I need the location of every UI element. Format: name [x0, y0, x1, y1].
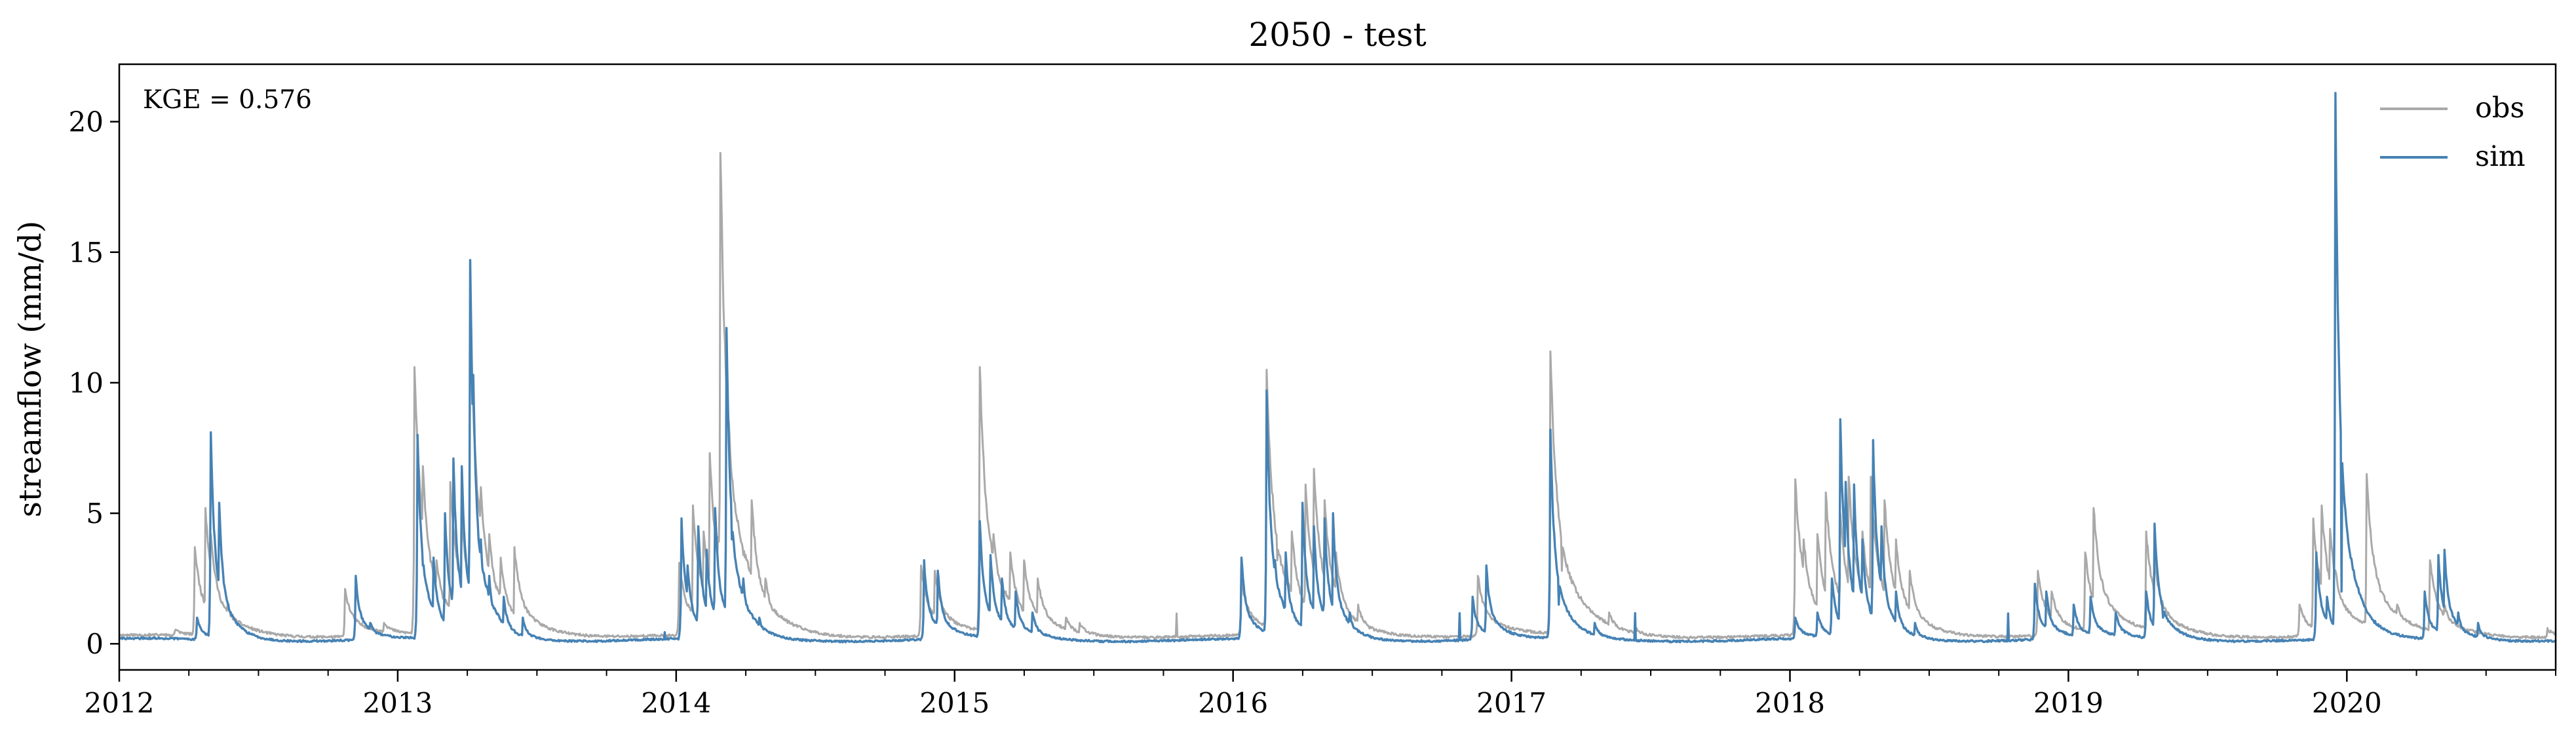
- y-tick-label: 20: [69, 106, 104, 138]
- plot-series: [118, 92, 2557, 644]
- y-tick-label: 10: [69, 367, 104, 399]
- x-tick-label: 2013: [362, 687, 433, 719]
- x-tick-label: 2012: [85, 687, 155, 719]
- series-line-sim: [118, 92, 2557, 644]
- y-tick-label: 0: [86, 628, 104, 660]
- x-tick-label: 2014: [641, 687, 711, 719]
- x-tick-label: 2020: [2312, 687, 2382, 719]
- x-tick-label: 2017: [1476, 687, 1547, 719]
- y-tick-label: 15: [69, 237, 104, 269]
- plot-frame: [118, 63, 2557, 671]
- kge-annotation: KGE = 0.576: [143, 85, 312, 115]
- y-axis-label: streamflow (mm/d): [12, 221, 48, 517]
- x-tick-label: 2018: [1755, 687, 1825, 719]
- axes: 0 5 10 15 20 2012 2013 2014 2015 2016 2017 2018 2019…: [69, 106, 2556, 719]
- x-tick-label: 2019: [2033, 687, 2104, 719]
- chart-title: 2050 - test: [1248, 16, 1426, 54]
- x-tick-label: 2016: [1198, 687, 1268, 719]
- legend-label-obs: obs: [2475, 92, 2524, 125]
- y-tick-label: 5: [86, 498, 104, 530]
- series-line-obs: [119, 151, 2557, 640]
- legend-label-sim: sim: [2475, 140, 2526, 173]
- legend: obs sim: [2380, 92, 2526, 173]
- x-tick-label: 2015: [919, 687, 990, 719]
